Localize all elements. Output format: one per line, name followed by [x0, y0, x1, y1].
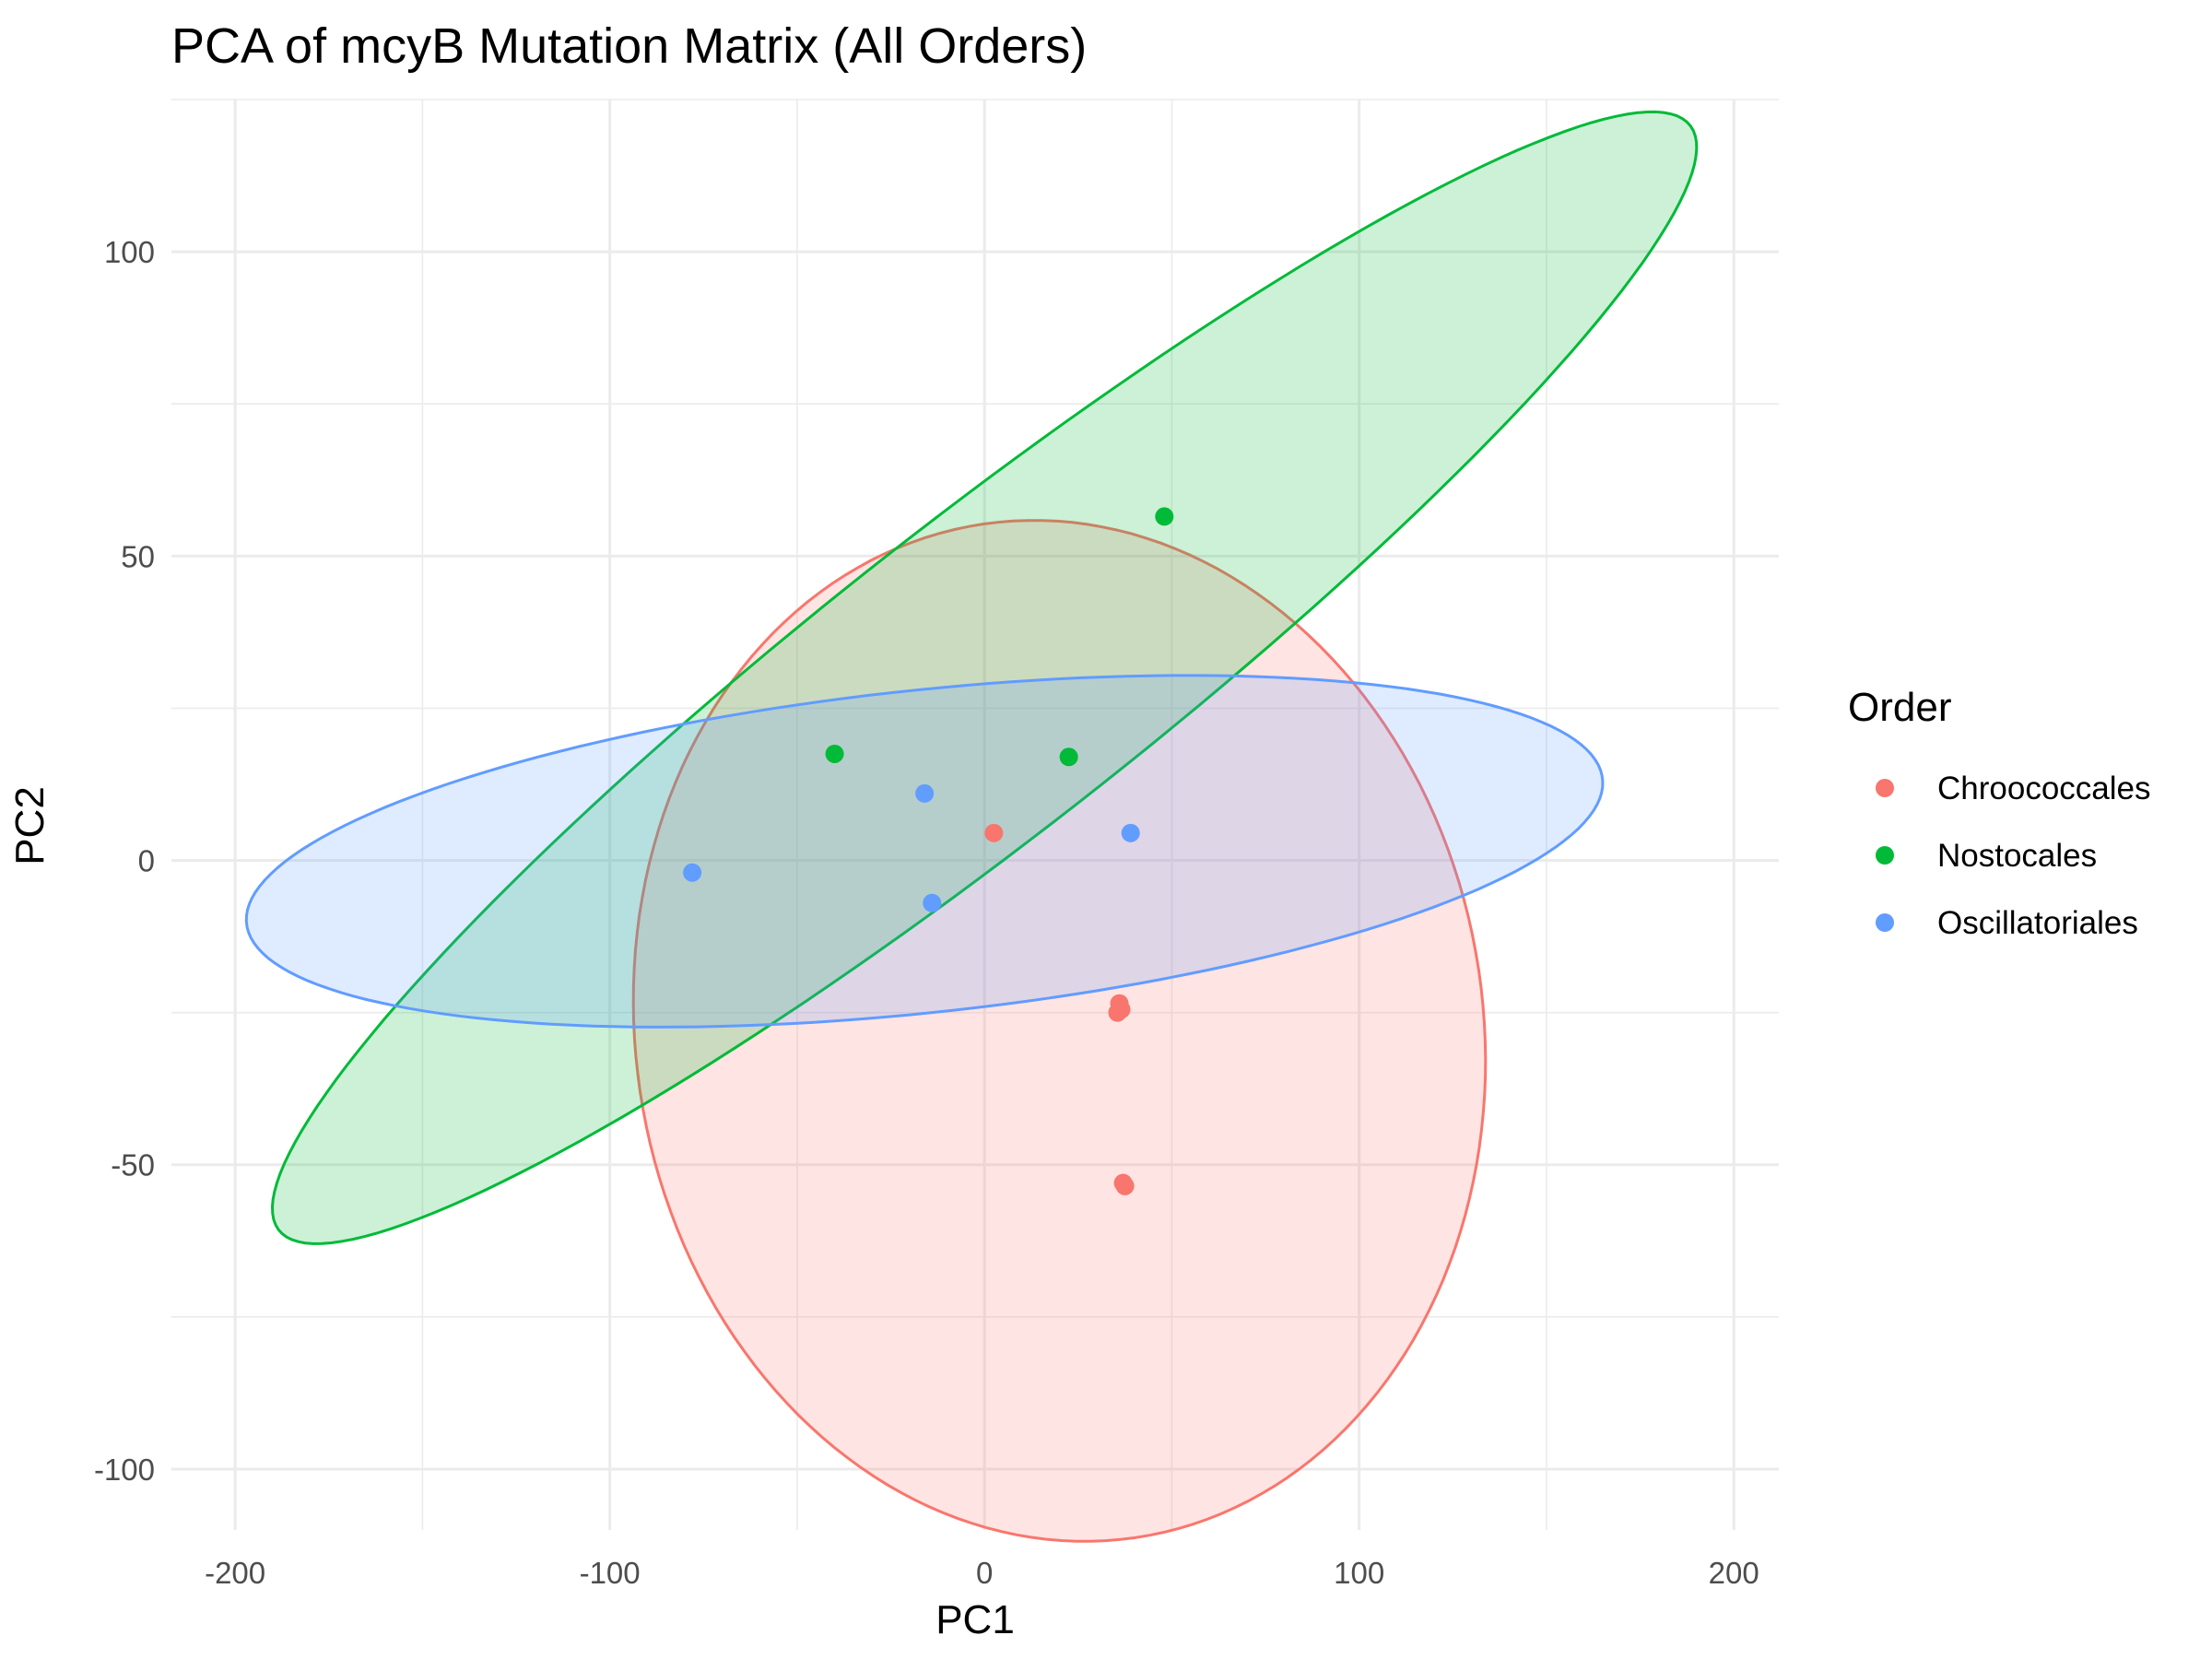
x-tick-label: 100: [1334, 1556, 1384, 1590]
y-tick-label: 50: [121, 539, 155, 573]
y-tick-label: -50: [111, 1148, 155, 1182]
legend-key-chroococcales: [1876, 779, 1894, 797]
tick-layer: -200 -100 0 100 200 -100 -50 0 50 100: [94, 235, 1759, 1590]
y-tick-label: 100: [104, 235, 155, 269]
data-point-chroococcales: [1115, 1176, 1135, 1195]
data-point-chroococcales: [1112, 1000, 1131, 1019]
y-tick-label: 0: [138, 844, 155, 878]
legend-title: Order: [1848, 685, 1951, 730]
y-axis-title: PC2: [7, 786, 53, 865]
data-point-oscillatoriales: [683, 863, 702, 882]
legend-key-oscillatoriales: [1876, 913, 1894, 932]
legend-label-nostocales: Nostocales: [1937, 838, 2097, 874]
legend-label-chroococcales: Chroococcales: [1937, 771, 2151, 806]
y-tick-label: -100: [94, 1453, 155, 1487]
data-point-nostocales: [1155, 507, 1174, 526]
legend-key-nostocales: [1876, 846, 1894, 865]
legend-label-oscillatoriales: Oscillatoriales: [1937, 905, 2138, 941]
x-axis-title: PC1: [935, 1597, 1015, 1642]
point-layer: [683, 507, 1174, 1195]
data-point-chroococcales: [984, 823, 1004, 842]
confidence-ellipse-oscillatoriales: [244, 674, 1605, 1029]
data-point-oscillatoriales: [915, 783, 935, 803]
x-tick-label: 200: [1709, 1556, 1759, 1590]
x-tick-label: -200: [205, 1556, 265, 1590]
ellipse-layer: [244, 110, 1699, 1543]
chart-title: PCA of mcyB Mutation Matrix (All Orders): [171, 18, 1087, 74]
data-point-oscillatoriales: [1121, 823, 1140, 842]
data-point-nostocales: [1059, 747, 1078, 767]
confidence-ellipse-chroococcales: [631, 519, 1488, 1543]
data-point-nostocales: [825, 744, 844, 763]
x-tick-label: 0: [976, 1556, 993, 1590]
data-point-oscillatoriales: [923, 893, 942, 912]
x-tick-label: -100: [580, 1556, 641, 1590]
confidence-ellipse-nostocales: [270, 110, 1699, 1245]
legend: Order Chroococcales Nostocales Oscillatori…: [1848, 685, 2151, 941]
